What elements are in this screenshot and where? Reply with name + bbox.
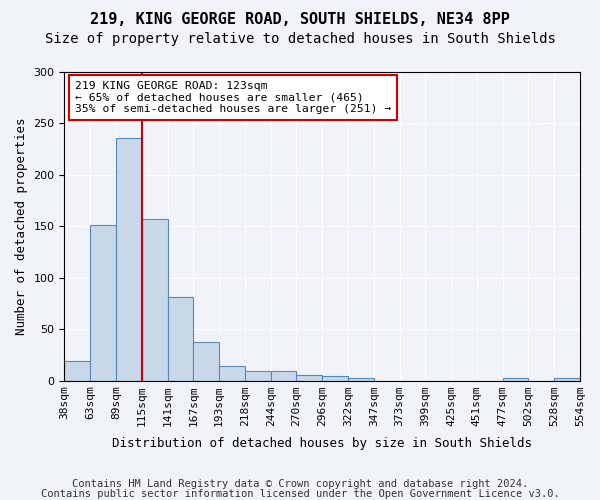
Bar [64,361,90,380]
Bar [193,342,219,380]
Bar [322,376,348,380]
Bar [271,372,296,380]
Bar [348,378,374,380]
Bar [554,378,580,380]
Text: 219 KING GEORGE ROAD: 123sqm
← 65% of detached houses are smaller (465)
35% of s: 219 KING GEORGE ROAD: 123sqm ← 65% of de… [75,81,391,114]
Bar [245,372,271,380]
Text: Size of property relative to detached houses in South Shields: Size of property relative to detached ho… [44,32,556,46]
Bar [142,219,167,380]
Bar [90,225,116,380]
Y-axis label: Number of detached properties: Number of detached properties [15,118,28,335]
Bar [116,138,142,380]
Text: Contains public sector information licensed under the Open Government Licence v3: Contains public sector information licen… [41,489,559,499]
Text: 219, KING GEORGE ROAD, SOUTH SHIELDS, NE34 8PP: 219, KING GEORGE ROAD, SOUTH SHIELDS, NE… [90,12,510,28]
Bar [503,378,529,380]
X-axis label: Distribution of detached houses by size in South Shields: Distribution of detached houses by size … [112,437,532,450]
Text: Contains HM Land Registry data © Crown copyright and database right 2024.: Contains HM Land Registry data © Crown c… [72,479,528,489]
Bar [167,297,193,380]
Bar [219,366,245,380]
Bar [296,376,322,380]
